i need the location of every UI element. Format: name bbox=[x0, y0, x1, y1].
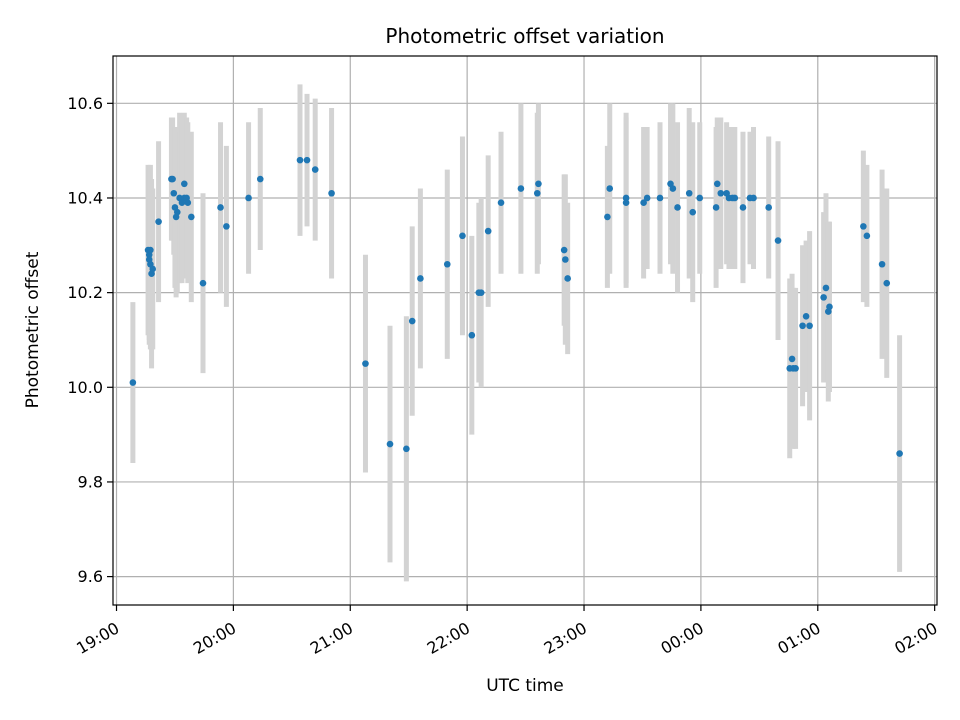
data-point bbox=[169, 175, 176, 183]
data-point bbox=[883, 279, 891, 287]
data-point bbox=[386, 440, 394, 448]
data-point bbox=[199, 279, 207, 287]
data-point bbox=[826, 303, 833, 311]
data-point bbox=[184, 199, 192, 207]
data-point bbox=[403, 445, 410, 453]
data-point bbox=[622, 194, 630, 202]
data-point bbox=[863, 232, 871, 240]
y-tick-label: 10.2 bbox=[67, 283, 103, 302]
data-point bbox=[564, 275, 571, 282]
data-point bbox=[606, 185, 614, 192]
data-point bbox=[362, 360, 369, 367]
data-point bbox=[820, 294, 827, 301]
data-points bbox=[129, 156, 903, 457]
data-point bbox=[643, 194, 651, 202]
data-point bbox=[604, 213, 611, 221]
data-point bbox=[878, 260, 886, 268]
y-tick-label: 9.8 bbox=[78, 472, 103, 491]
data-point bbox=[517, 185, 525, 192]
data-point bbox=[731, 194, 739, 202]
data-point bbox=[468, 331, 476, 339]
data-point bbox=[149, 265, 157, 273]
data-point bbox=[640, 199, 647, 207]
chart-title: Photometric offset variation bbox=[385, 24, 664, 48]
y-tick-label: 10.0 bbox=[67, 378, 103, 397]
data-point bbox=[303, 156, 311, 164]
data-point bbox=[296, 156, 304, 164]
data-point bbox=[774, 237, 782, 244]
data-point bbox=[717, 189, 725, 197]
data-point bbox=[656, 194, 664, 202]
data-point bbox=[311, 166, 319, 173]
data-point bbox=[188, 213, 195, 221]
data-point bbox=[685, 189, 693, 197]
y-tick-label: 9.6 bbox=[78, 567, 103, 586]
data-point bbox=[674, 204, 681, 211]
data-point bbox=[256, 175, 264, 183]
data-point bbox=[180, 180, 188, 188]
data-point bbox=[245, 194, 252, 202]
data-point bbox=[129, 379, 137, 386]
data-point bbox=[535, 180, 542, 188]
plot-area bbox=[113, 56, 937, 605]
data-point bbox=[173, 208, 181, 216]
data-point bbox=[802, 313, 810, 320]
data-point bbox=[417, 275, 424, 282]
data-point bbox=[799, 322, 806, 330]
data-point bbox=[792, 365, 799, 372]
data-point bbox=[459, 232, 466, 240]
data-point bbox=[712, 204, 720, 211]
grid bbox=[113, 56, 937, 605]
data-point bbox=[822, 284, 830, 292]
data-point bbox=[328, 189, 335, 197]
data-point bbox=[155, 218, 162, 225]
y-axis-ticks: 9.6 9.8 10.0 10.2 10.4 10.6 bbox=[67, 94, 113, 586]
data-point bbox=[477, 289, 485, 296]
data-point bbox=[860, 223, 867, 230]
data-point bbox=[669, 185, 677, 192]
data-point bbox=[170, 189, 178, 197]
data-point bbox=[788, 355, 796, 363]
data-point bbox=[533, 189, 541, 197]
data-point bbox=[622, 199, 630, 207]
y-axis-label: Photometric offset bbox=[23, 251, 43, 408]
data-point bbox=[896, 450, 903, 457]
data-point bbox=[408, 317, 416, 325]
data-point bbox=[484, 227, 492, 235]
data-point bbox=[497, 199, 505, 207]
data-point bbox=[562, 256, 569, 263]
data-point bbox=[560, 246, 568, 254]
x-axis-label: UTC time bbox=[486, 676, 564, 696]
y-tick-label: 10.6 bbox=[67, 94, 103, 113]
y-tick-label: 10.4 bbox=[67, 188, 103, 207]
data-point bbox=[689, 208, 697, 216]
data-point bbox=[223, 223, 230, 230]
data-point bbox=[147, 246, 154, 254]
data-point bbox=[750, 194, 757, 202]
data-point bbox=[443, 260, 451, 268]
data-point bbox=[806, 322, 813, 330]
data-point bbox=[765, 204, 772, 211]
data-point bbox=[696, 194, 704, 202]
data-point bbox=[739, 204, 747, 211]
data-point bbox=[217, 204, 224, 211]
plot-frame bbox=[112, 55, 938, 606]
data-point bbox=[713, 180, 721, 188]
